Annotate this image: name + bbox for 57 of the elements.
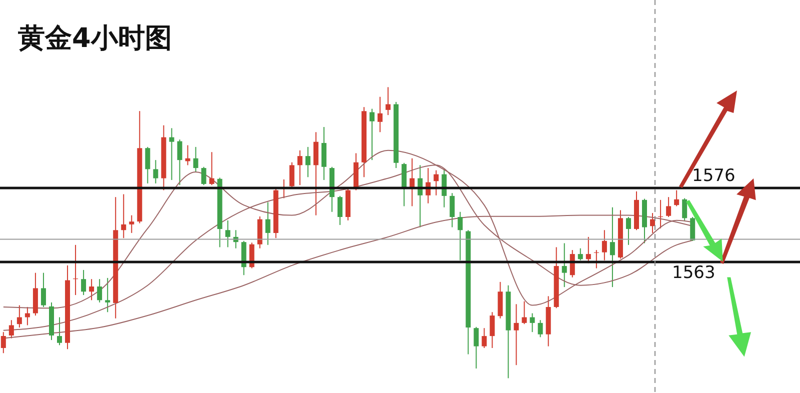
ref-line-label: 1576 [692, 166, 736, 186]
candlestick [169, 128, 174, 180]
candlestick [690, 216, 696, 242]
candlestick [177, 139, 182, 186]
candlestick [538, 320, 543, 338]
candlestick [594, 250, 599, 269]
candlestick [209, 152, 214, 186]
candlestick [474, 326, 479, 370]
candlestick [97, 278, 102, 303]
candlestick [490, 312, 495, 349]
candlestick [105, 277, 110, 313]
candlestick [121, 194, 126, 239]
candlestick [193, 146, 198, 173]
text: 黄金4小时图 [18, 22, 172, 56]
candlestick [225, 220, 230, 248]
candlestick [370, 108, 375, 161]
candlestick [81, 269, 86, 296]
candlestick [378, 96, 383, 133]
candlestick [458, 211, 463, 261]
candlestick [305, 146, 310, 178]
candlestick [610, 206, 615, 288]
candlestick [666, 196, 672, 218]
candlestick [658, 199, 664, 229]
candlestick [530, 312, 535, 333]
candlestick [289, 162, 294, 188]
candlestick [674, 190, 680, 207]
candlestick [602, 230, 607, 261]
candlestick [57, 316, 62, 346]
candlestick [201, 166, 206, 186]
candlestick [586, 236, 591, 264]
candlestick [8, 320, 14, 339]
candlestick [578, 248, 583, 261]
candlestick [153, 160, 158, 184]
candlestick [73, 244, 78, 296]
candlestick [402, 162, 407, 207]
candlestick [129, 214, 134, 234]
candlestick [321, 126, 326, 180]
candlestick [450, 192, 455, 228]
candlestick [522, 300, 527, 325]
candlestick [265, 202, 270, 246]
candlestick [514, 304, 519, 366]
ref-line-label: 1563 [672, 263, 716, 283]
candlestick [562, 242, 567, 288]
candlestick [386, 86, 391, 116]
candlestick [482, 328, 487, 349]
candlestick [313, 132, 318, 216]
candlestick [650, 212, 656, 234]
candlestick [337, 195, 342, 226]
candlestick [434, 170, 439, 196]
candlestick [89, 278, 94, 301]
candlestick [40, 272, 46, 308]
candlestick [297, 150, 302, 186]
candlestick [682, 198, 688, 221]
candlestick [0, 332, 6, 354]
candlestick [145, 146, 150, 184]
candlestick [16, 304, 22, 328]
candlestick [626, 216, 631, 246]
